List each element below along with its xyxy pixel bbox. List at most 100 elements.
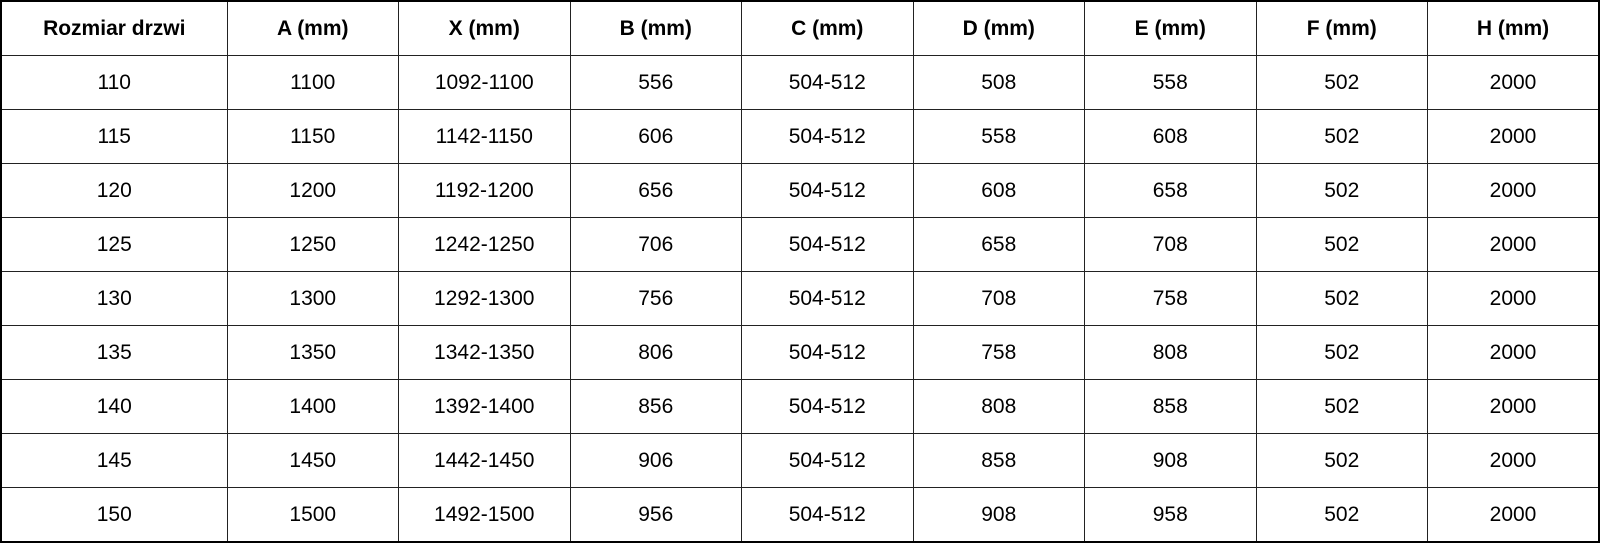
- table-cell: 2000: [1427, 433, 1600, 488]
- table-cell: 502: [1255, 271, 1428, 326]
- table-cell: 1450: [226, 433, 399, 488]
- column-header: F (mm): [1255, 0, 1428, 56]
- table-cell: 504-512: [741, 379, 914, 434]
- table-cell: 1342-1350: [398, 325, 571, 380]
- table-cell: 120: [0, 163, 228, 218]
- table-cell: 1150: [226, 109, 399, 164]
- table-cell: 856: [569, 379, 742, 434]
- table-row: 150 1500 1492-1500 956 504-512 908 958 502 2000: [0, 487, 1600, 543]
- table-cell: 130: [0, 271, 228, 326]
- table-cell: 706: [569, 217, 742, 272]
- table-cell: 608: [912, 163, 1085, 218]
- table-cell: 908: [912, 487, 1085, 543]
- table-cell: 556: [569, 55, 742, 110]
- table-cell: 2000: [1427, 163, 1600, 218]
- table-cell: 504-512: [741, 325, 914, 380]
- table-cell: 508: [912, 55, 1085, 110]
- table-cell: 502: [1255, 325, 1428, 380]
- table-cell: 606: [569, 109, 742, 164]
- table-cell: 658: [1084, 163, 1257, 218]
- table-cell: 1292-1300: [398, 271, 571, 326]
- table-cell: 145: [0, 433, 228, 488]
- table-cell: 758: [1084, 271, 1257, 326]
- column-header: A (mm): [226, 0, 399, 56]
- table-cell: 1100: [226, 55, 399, 110]
- column-header: X (mm): [398, 0, 571, 56]
- table-cell: 135: [0, 325, 228, 380]
- table-cell: 2000: [1427, 55, 1600, 110]
- table-cell: 1500: [226, 487, 399, 543]
- table-cell: 502: [1255, 433, 1428, 488]
- table-cell: 758: [912, 325, 1085, 380]
- table-cell: 1392-1400: [398, 379, 571, 434]
- table-row: 140 1400 1392-1400 856 504-512 808 858 502 2000: [0, 379, 1600, 434]
- table-cell: 1250: [226, 217, 399, 272]
- table-cell: 2000: [1427, 379, 1600, 434]
- table-cell: 504-512: [741, 271, 914, 326]
- table-cell: 908: [1084, 433, 1257, 488]
- table-cell: 1350: [226, 325, 399, 380]
- table-cell: 656: [569, 163, 742, 218]
- table-cell: 2000: [1427, 217, 1600, 272]
- table-cell: 1400: [226, 379, 399, 434]
- table-cell: 808: [912, 379, 1085, 434]
- table-cell: 504-512: [741, 217, 914, 272]
- table-cell: 806: [569, 325, 742, 380]
- table-cell: 502: [1255, 217, 1428, 272]
- table-cell: 504-512: [741, 109, 914, 164]
- header-row: Rozmiar drzwi A (mm) X (mm) B (mm) C (mm) D (…: [0, 0, 1600, 56]
- column-header: E (mm): [1084, 0, 1257, 56]
- table-row: 115 1150 1142-1150 606 504-512 558 608 502 2000: [0, 109, 1600, 164]
- table-cell: 708: [1084, 217, 1257, 272]
- table-cell: 502: [1255, 55, 1428, 110]
- table-cell: 1442-1450: [398, 433, 571, 488]
- column-header: H (mm): [1427, 0, 1600, 56]
- table-cell: 858: [912, 433, 1085, 488]
- table-cell: 608: [1084, 109, 1257, 164]
- table-cell: 504-512: [741, 55, 914, 110]
- table-cell: 558: [912, 109, 1085, 164]
- column-header: D (mm): [912, 0, 1085, 56]
- table-cell: 504-512: [741, 433, 914, 488]
- column-header: C (mm): [741, 0, 914, 56]
- table-cell: 708: [912, 271, 1085, 326]
- table-cell: 1300: [226, 271, 399, 326]
- table-cell: 808: [1084, 325, 1257, 380]
- table-cell: 125: [0, 217, 228, 272]
- column-header: B (mm): [569, 0, 742, 56]
- table-cell: 2000: [1427, 109, 1600, 164]
- table-cell: 502: [1255, 487, 1428, 543]
- table-cell: 756: [569, 271, 742, 326]
- table-cell: 1092-1100: [398, 55, 571, 110]
- table-cell: 504-512: [741, 487, 914, 543]
- table-row: 125 1250 1242-1250 706 504-512 658 708 502 2000: [0, 217, 1600, 272]
- table-cell: 140: [0, 379, 228, 434]
- table-cell: 502: [1255, 379, 1428, 434]
- table-cell: 1492-1500: [398, 487, 571, 543]
- table-cell: 2000: [1427, 325, 1600, 380]
- table-cell: 2000: [1427, 271, 1600, 326]
- table-cell: 502: [1255, 163, 1428, 218]
- table-cell: 558: [1084, 55, 1257, 110]
- table-cell: 150: [0, 487, 228, 543]
- table-cell: 110: [0, 55, 228, 110]
- table-row: 110 1100 1092-1100 556 504-512 508 558 502 2000: [0, 55, 1600, 110]
- table-row: 130 1300 1292-1300 756 504-512 708 758 502 2000: [0, 271, 1600, 326]
- table-cell: 1200: [226, 163, 399, 218]
- table-row: 145 1450 1442-1450 906 504-512 858 908 502 2000: [0, 433, 1600, 488]
- table-cell: 906: [569, 433, 742, 488]
- table-cell: 1142-1150: [398, 109, 571, 164]
- table-cell: 858: [1084, 379, 1257, 434]
- table-cell: 658: [912, 217, 1085, 272]
- table-cell: 1192-1200: [398, 163, 571, 218]
- table-cell: 502: [1255, 109, 1428, 164]
- table-row: 120 1200 1192-1200 656 504-512 608 658 502 2000: [0, 163, 1600, 218]
- table-row: 135 1350 1342-1350 806 504-512 758 808 502 2000: [0, 325, 1600, 380]
- table-cell: 2000: [1427, 487, 1600, 543]
- table-cell: 956: [569, 487, 742, 543]
- table-cell: 1242-1250: [398, 217, 571, 272]
- table-cell: 115: [0, 109, 228, 164]
- column-header: Rozmiar drzwi: [0, 0, 228, 56]
- table-cell: 958: [1084, 487, 1257, 543]
